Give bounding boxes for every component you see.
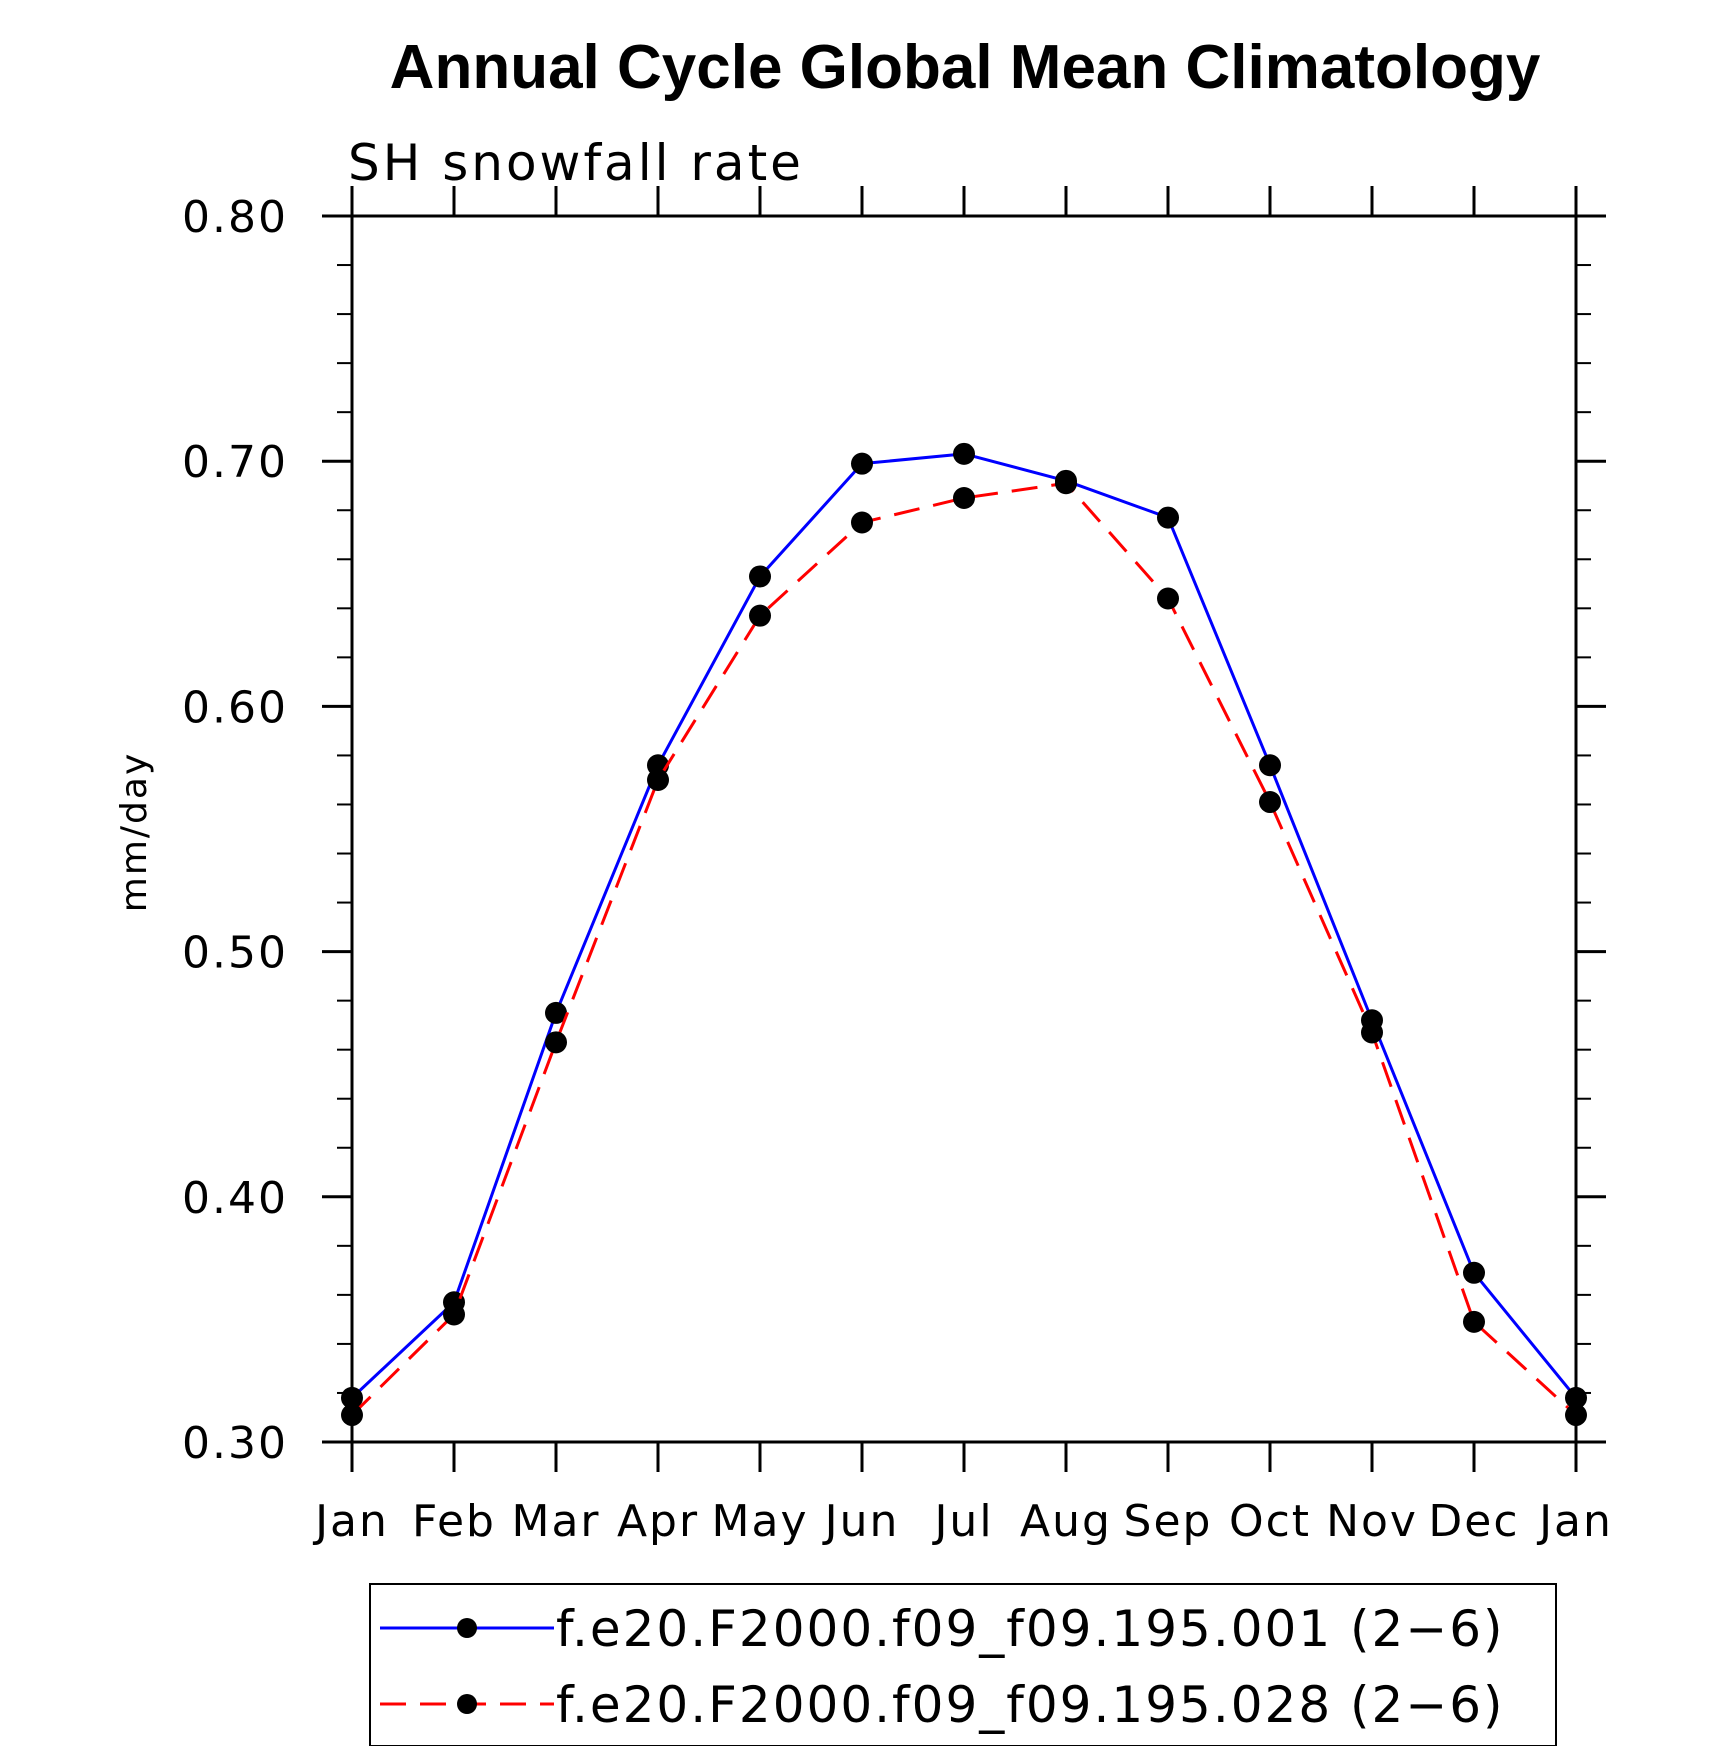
series-1 (341, 442, 1587, 1409)
legend-label-1: f.e20.F2000.f09_f09.195.001 (2−6) (556, 1600, 1505, 1658)
x-tick-label: Aug (1020, 1496, 1112, 1547)
x-tick-label: Jul (931, 1496, 993, 1547)
data-point (545, 1031, 567, 1054)
x-tick-label: Mar (511, 1496, 600, 1547)
data-point (1463, 1261, 1485, 1284)
data-point (1157, 587, 1179, 610)
data-point (1259, 754, 1281, 777)
y-tick-label: 0.30 (182, 1418, 288, 1469)
data-point (647, 768, 669, 791)
x-tick-label: Apr (617, 1496, 699, 1547)
y-axis-label: mm/day (114, 752, 155, 912)
chart-title: Annual Cycle Global Mean Climatology (390, 33, 1541, 102)
legend: f.e20.F2000.f09_f09.195.001 (2−6) f.e20.F… (369, 1583, 1557, 1746)
data-point (749, 565, 771, 588)
data-point (1259, 791, 1281, 814)
data-point (443, 1303, 465, 1326)
legend-marker-1 (457, 1618, 477, 1638)
data-point (1565, 1386, 1587, 1409)
x-tick-label: May (712, 1496, 809, 1547)
y-tick-label: 0.60 (182, 682, 288, 733)
data-point (1565, 1404, 1587, 1427)
data-point (851, 452, 873, 475)
data-point (953, 486, 975, 509)
data-point (341, 1386, 363, 1409)
x-tick-label: Feb (412, 1496, 496, 1547)
plot-frame (350, 214, 1578, 1444)
x-tick-label: Jun (822, 1496, 900, 1547)
x-tick-label: Jan (1536, 1496, 1613, 1547)
legend-label-2: f.e20.F2000.f09_f09.195.028 (2−6) (556, 1676, 1505, 1734)
data-point (953, 442, 975, 465)
data-point (851, 511, 873, 534)
y-tick-label: 0.40 (182, 1173, 288, 1224)
chart-subtitle: SH snowfall rate (348, 134, 804, 192)
x-tick-label: Jan (312, 1496, 389, 1547)
x-tick-label: Dec (1428, 1496, 1519, 1547)
y-tick-label: 0.50 (182, 928, 288, 979)
x-tick-label: Sep (1124, 1496, 1213, 1547)
series-line (350, 481, 1578, 1417)
legend-marker-2 (457, 1694, 477, 1714)
data-point (1157, 506, 1179, 529)
series-line (350, 452, 1578, 1399)
x-tick-label: Oct (1229, 1496, 1311, 1547)
data-point (341, 1404, 363, 1427)
data-point (1055, 472, 1077, 495)
y-tick-label: 0.70 (182, 437, 288, 488)
legend-box (369, 1583, 1557, 1746)
data-point (545, 1001, 567, 1024)
data-point (1463, 1310, 1485, 1333)
data-point (749, 604, 771, 627)
axes: 0.30 0.40 0.50 0.60 0.70 0.80 Jan Feb Mar Apr May J… (182, 186, 1613, 1547)
data-point (1361, 1021, 1383, 1044)
y-tick-label: 0.80 (182, 192, 288, 243)
x-tick-label: Nov (1326, 1496, 1418, 1547)
series-2 (341, 472, 1587, 1427)
series-layer (341, 442, 1587, 1427)
